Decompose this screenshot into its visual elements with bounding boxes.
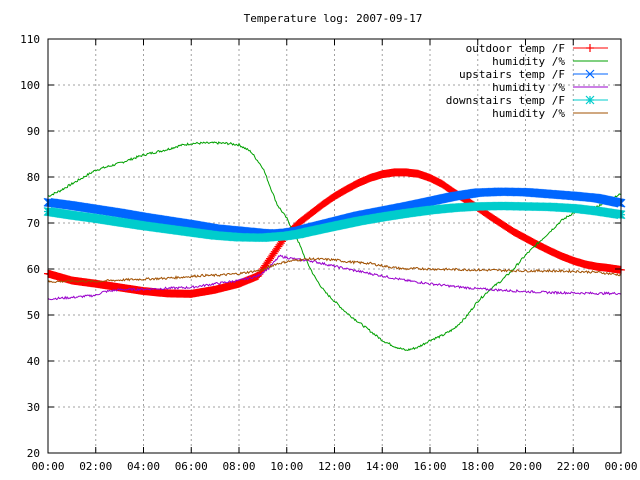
series-5 — [47, 256, 622, 284]
legend-marker — [586, 44, 594, 52]
x-tick-label: 02:00 — [79, 460, 112, 473]
legend-marker — [585, 69, 595, 79]
grid — [48, 39, 621, 453]
legend-label: humidity /% — [492, 81, 565, 94]
legend-label: upstairs temp /F — [459, 68, 565, 81]
x-tick-label: 04:00 — [127, 460, 160, 473]
x-tick-label: 10:00 — [270, 460, 303, 473]
series-4 — [43, 201, 626, 243]
x-tick-label: 00:00 — [31, 460, 64, 473]
y-tick-label: 70 — [27, 217, 40, 230]
y-tick-label: 90 — [27, 125, 40, 138]
x-tick-label: 08:00 — [222, 460, 255, 473]
series-3 — [47, 254, 621, 301]
x-tick-label: 20:00 — [509, 460, 542, 473]
x-tick-label: 00:00 — [604, 460, 637, 473]
x-tick-label: 14:00 — [366, 460, 399, 473]
series-line — [47, 254, 621, 301]
series-1 — [47, 141, 622, 352]
y-tick-label: 60 — [27, 263, 40, 276]
legend-label: humidity /% — [492, 107, 565, 120]
x-tick-label: 16:00 — [413, 460, 446, 473]
y-tick-label: 100 — [20, 79, 40, 92]
legend-marker — [585, 95, 595, 105]
series-line — [47, 141, 622, 352]
x-tick-label: 18:00 — [461, 460, 494, 473]
series-line — [47, 256, 622, 284]
y-tick-label: 40 — [27, 355, 40, 368]
y-tick-label: 80 — [27, 171, 40, 184]
x-tick-label: 22:00 — [557, 460, 590, 473]
legend-label: humidity /% — [492, 55, 565, 68]
axes: 20 30 40 50 60 70 80 90 100 110 00:00 02:00 04:00 06:… — [20, 33, 637, 473]
x-tick-label: 06:00 — [175, 460, 208, 473]
y-tick-label: 110 — [20, 33, 40, 46]
x-tick-label: 12:00 — [318, 460, 351, 473]
y-tick-label: 20 — [27, 447, 40, 460]
chart-title: Temperature log: 2007-09-17 — [244, 12, 423, 25]
y-tick-label: 50 — [27, 309, 40, 322]
legend-label: downstairs temp /F — [446, 94, 565, 107]
y-tick-label: 30 — [27, 401, 40, 414]
legend-label: outdoor temp /F — [466, 42, 565, 55]
